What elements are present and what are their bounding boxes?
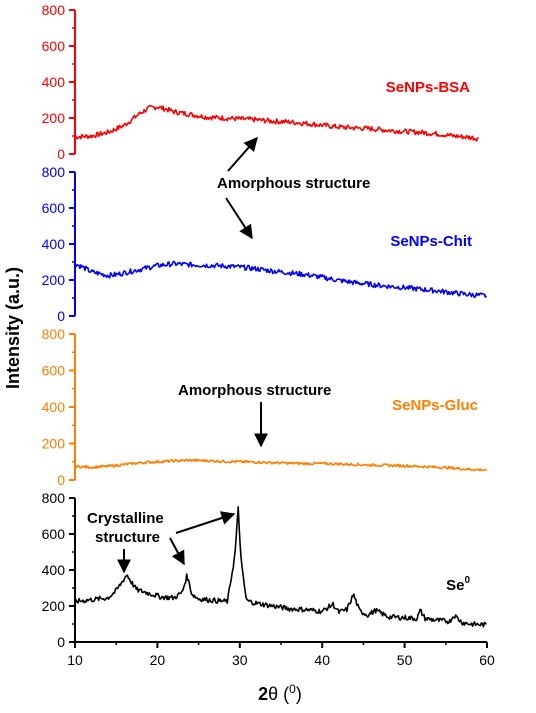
- series-label-name: SeNPs-BSA: [386, 79, 470, 96]
- x-axis-title: 2θ (0): [258, 682, 302, 704]
- y-axis-title: Intensity (a.u.): [3, 267, 23, 389]
- series-line: [74, 506, 487, 628]
- series-label: SeNPs-Chit: [390, 233, 472, 250]
- y-tick-label: 400: [42, 74, 66, 90]
- x-tick-label: 60: [479, 652, 495, 668]
- arrow-crystalline-right: [175, 511, 236, 534]
- series-label-name: Se: [446, 577, 464, 594]
- y-tick-label: 0: [57, 308, 65, 324]
- y-tick-label: 600: [42, 363, 66, 379]
- y-tick-label: 400: [42, 562, 66, 578]
- x-axis: 10 20 30 40 50 60: [67, 641, 495, 668]
- annotation-amorphous-mid: Amorphous structure: [178, 382, 331, 399]
- x-tick-label: 50: [397, 652, 413, 668]
- y-tick-label: 600: [42, 38, 66, 54]
- arrow-amorphous-top-down: [225, 197, 253, 240]
- y-tick-label: 600: [42, 526, 66, 542]
- panel-senps-chit: 0 200 400 600 800 SeNPs-Chit: [42, 164, 487, 324]
- y-tick-label: 200: [42, 436, 66, 452]
- y-tick-label: 200: [42, 598, 66, 614]
- y-tick-label: 400: [42, 236, 66, 252]
- x-axis-title-open: (: [278, 684, 289, 704]
- y-tick-label: 0: [57, 634, 65, 650]
- series-label: Se0: [446, 575, 470, 594]
- x-tick-label: 20: [150, 652, 166, 668]
- series-line: [74, 104, 480, 142]
- x-axis-title-main: 2: [258, 684, 268, 704]
- annotation-crystalline-line1: Crystalline: [87, 510, 164, 527]
- x-tick-label: 40: [314, 652, 330, 668]
- annotation-amorphous-top: Amorphous structure: [217, 175, 370, 192]
- y-tick-label: 600: [42, 200, 66, 216]
- x-axis-title-unit: 0: [289, 682, 296, 696]
- y-tick-label: 800: [42, 326, 66, 342]
- y-tick-label: 400: [42, 399, 66, 415]
- series-label: SeNPs-Gluc: [392, 397, 478, 414]
- y-tick-label: 0: [57, 146, 65, 162]
- panels-layer: 0 200 400 600 800 SeNPs-BSA 0 200 400 600 800 SeNPs…: [42, 2, 487, 650]
- panel-senps-gluc: 0 200 400 600 800 SeNPs-Gluc: [42, 326, 487, 488]
- x-tick-label: 10: [67, 652, 83, 668]
- y-tick-label: 800: [42, 490, 66, 506]
- panel-senps-bsa: 0 200 400 600 800 SeNPs-BSA: [42, 2, 480, 162]
- arrow-amorphous-top-up: [227, 136, 258, 172]
- x-axis-title-close: ): [296, 684, 302, 704]
- series-line: [74, 260, 487, 299]
- x-tick-label: 30: [232, 652, 248, 668]
- series-label-name: SeNPs-Gluc: [392, 397, 478, 414]
- series-line: [74, 458, 487, 472]
- series-label-sup: 0: [464, 575, 470, 586]
- y-tick-label: 800: [42, 164, 66, 180]
- y-tick-label: 800: [42, 2, 66, 18]
- series-label-name: SeNPs-Chit: [390, 233, 472, 250]
- series-label: SeNPs-BSA: [386, 79, 470, 96]
- y-tick-label: 0: [57, 472, 65, 488]
- arrow-crystalline-mid: [169, 537, 185, 566]
- y-tick-label: 200: [42, 110, 66, 126]
- annotation-crystalline-line2: structure: [95, 529, 160, 546]
- y-tick-label: 200: [42, 272, 66, 288]
- x-axis-title-theta: θ: [268, 684, 278, 704]
